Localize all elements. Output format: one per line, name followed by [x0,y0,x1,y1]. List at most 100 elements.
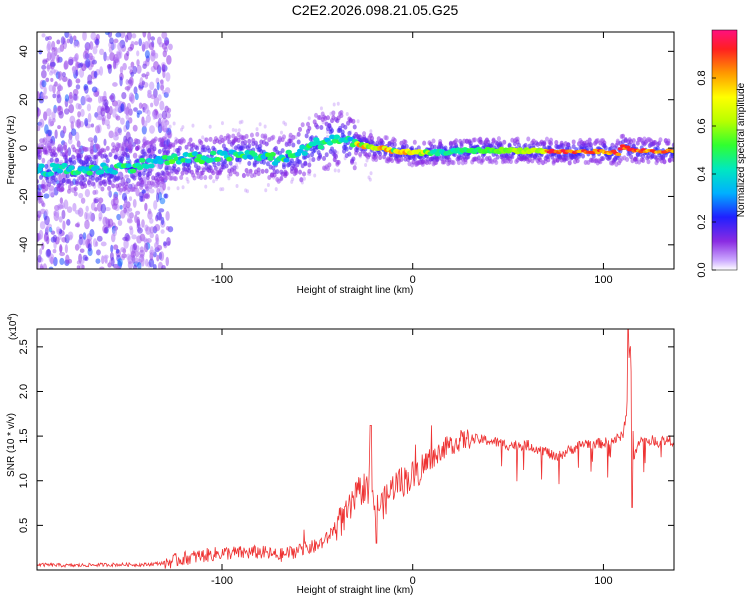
heatmap-noise-cell [112,227,118,237]
heatmap-noise-cell [132,152,138,159]
heatmap-noise-cell [149,232,154,239]
heatmap-band-cell [211,170,216,176]
heatmap-noise-cell [66,38,71,44]
heatmap-noise-cell [49,61,56,67]
heatmap-noise-cell [48,226,53,233]
heatmap-noise-cell [134,41,139,46]
heatmap-band-cell [667,157,672,163]
heatmap-band-cell [451,160,456,166]
heatmap-band-cell [456,160,461,166]
heatmap-noise-cell [43,95,49,100]
heatmap-ridge-cell [198,159,205,165]
heatmap-band-cell [213,165,218,171]
heatmap-noise-cell [147,168,153,174]
heatmap-noise-cell [95,115,102,121]
heatmap-band-cell [264,168,269,174]
heatmap-noise-cell [284,122,288,127]
snr-panel: -100 0 100 0.5 1.0 1.5 2.0 2.5 Height of strai… [6,313,675,596]
heatmap-band-cell [195,145,200,151]
heatmap-noise-cell [76,118,81,129]
heatmap-band-cell [326,115,331,121]
heatmap-noise-cell [147,208,152,215]
heatmap-ridge-cell [592,148,599,152]
heatmap-noise-cell [234,128,238,133]
heatmap-noise-cell [150,36,156,41]
heatmap-band-cell [508,159,513,165]
heatmap-noise-cell [132,264,138,269]
heatmap-band-cell [245,171,250,177]
heatmap-noise-cell [39,118,45,128]
heatmap-noise-cell [50,51,56,61]
heatmap-band-cell [69,180,74,186]
heatmap-band-cell [247,143,252,149]
heatmap-noise-cell [290,179,294,184]
heatmap-ridge-cell [242,154,249,160]
heatmap-noise-cell [102,216,108,226]
heatmap-noise-cell [74,223,80,228]
heatmap-noise-cell [52,249,57,254]
heatmap-noise-cell [231,127,235,132]
heatmap-noise-cell [126,32,132,41]
heatmap-band-cell [145,175,150,181]
heatmap-noise-cell [92,46,98,55]
heatmap-noise-cell [77,111,81,118]
heatmap-noise-cell [128,78,133,89]
heatmap-noise-cell [54,129,58,139]
heatmap-noise-cell [43,233,48,243]
heatmap-ridge-cell [68,165,75,171]
heatmap-band-cell [340,129,345,135]
heatmap-band-cell [41,184,46,190]
heatmap-band-cell [199,175,204,181]
heatmap-band-cell [507,142,512,148]
heatmap-noise-cell [77,176,83,181]
heatmap-band-cell [347,151,352,157]
heatmap-noise-cell [60,36,65,45]
heatmap-panel: -100 0 100 -40 -20 0 20 40 Height of straight … [6,31,675,296]
heatmap-noise-cell [85,46,90,51]
heatmap-band-cell [662,159,667,165]
heatmap-noise-cell [147,89,152,95]
heatmap-noise-cell [128,225,133,231]
heatmap-noise-cell [204,184,208,189]
heatmap-noise-cell [142,63,147,69]
heatmap-noise-cell [145,74,149,80]
heatmap-noise-cell [116,51,122,60]
heatmap-noise-cell [93,70,98,79]
snr-y-multiplier: (x104) [7,313,19,340]
heatmap-noise-cell [120,255,126,261]
heatmap-noise-cell [76,260,82,265]
snr-y-label: SNR (10 * v/v) [6,413,17,477]
heatmap-band-cell [128,148,133,154]
heatmap-band-cell [196,165,201,171]
heatmap-noise-cell [125,113,130,120]
heatmap-band-cell [431,138,436,144]
heatmap-noise-cell [130,250,136,258]
heatmap-band-cell [181,138,186,144]
heatmap-noise-cell [155,233,159,243]
heatmap-noise-cell [98,212,103,220]
heatmap-noise-cell [141,80,145,86]
heatmap-noise-cell [137,227,143,234]
heatmap-noise-cell [67,33,72,39]
heatmap-noise-cell [157,118,162,127]
heatmap-noise-cell [59,257,65,266]
heatmap-band-cell [151,181,156,187]
heatmap-noise-cell [313,173,317,178]
heatmap-noise-cell [149,226,155,234]
heatmap-noise-cell [133,86,138,95]
heatmap-noise-cell [125,120,130,130]
heatmap-noise-cell [41,157,46,164]
heatmap-noise-cell [82,50,89,60]
heatmap-ridge-cell [221,150,228,156]
heatmap-noise-cell [141,120,148,128]
heatmap-band-cell [591,153,596,159]
heatmap-noise-cell [144,192,151,200]
heatmap-noise-cell [90,32,97,40]
snr-series-line [37,329,674,569]
heatmap-noise-cell [149,81,155,91]
heatmap-band-cell [358,151,363,157]
heatmap-noise-cell [41,64,47,70]
heatmap-noise-cell [164,40,170,45]
heatmap-noise-cell [74,209,81,215]
